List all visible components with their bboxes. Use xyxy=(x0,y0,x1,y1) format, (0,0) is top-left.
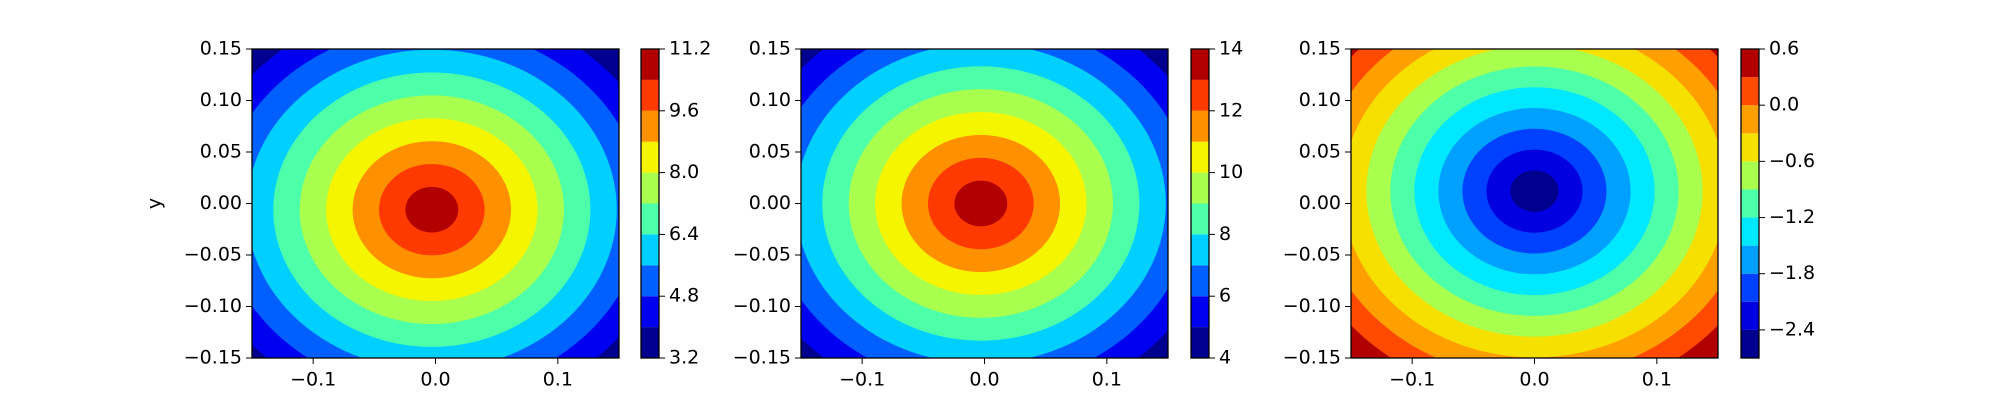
y-tick-label: 0.05 xyxy=(1299,141,1341,163)
x-tick-label: 0.1 xyxy=(543,369,573,391)
colorbar-tick-label: 6.4 xyxy=(669,223,699,245)
y-tick-label: 0.15 xyxy=(1299,38,1341,60)
colorbar-band xyxy=(1741,161,1759,190)
x-tick-label: −0.1 xyxy=(1389,369,1435,391)
colorbar-band xyxy=(1191,110,1209,142)
y-axis-label: y xyxy=(144,198,166,209)
colorbar-band xyxy=(641,110,659,142)
contour-area xyxy=(252,49,619,358)
colorbar-tick-label: 11.2 xyxy=(669,38,711,60)
colorbar-tick-label: −1.8 xyxy=(1769,262,1815,284)
colorbar-band xyxy=(1191,327,1209,358)
colorbar-band xyxy=(1741,301,1759,330)
y-tick-label: 0.05 xyxy=(749,141,791,163)
x-tick-label: 0.0 xyxy=(420,369,450,391)
colorbar-tick-label: −2.4 xyxy=(1769,318,1815,340)
colorbar-band xyxy=(641,49,659,80)
y-tick-label: 0.00 xyxy=(200,192,242,214)
y-tick-label: 0.15 xyxy=(749,38,791,60)
colorbar-tick-label: 14 xyxy=(1219,38,1243,60)
colorbar-band xyxy=(1741,105,1759,134)
colorbar-band xyxy=(1741,133,1759,162)
y-tick-label: 0.10 xyxy=(749,89,791,111)
colorbar-band xyxy=(1741,77,1759,106)
colorbar-tick-label: −0.6 xyxy=(1769,150,1815,172)
y-tick-label: −0.15 xyxy=(1283,347,1341,369)
colorbar-band xyxy=(1191,79,1209,111)
colorbar-frame xyxy=(640,48,660,359)
colorbar-band xyxy=(1741,217,1759,246)
x-tick-label: −0.1 xyxy=(839,369,885,391)
colorbar-tick-label: 4 xyxy=(1219,347,1231,369)
contour-area xyxy=(1351,49,1718,358)
x-tick-label: −0.1 xyxy=(290,369,336,391)
contour-band xyxy=(405,186,459,233)
colorbar-tick-label: 6 xyxy=(1219,285,1231,307)
colorbar-tick-label: 8 xyxy=(1219,223,1231,245)
y-tick-label: −0.15 xyxy=(184,347,242,369)
colorbar-tick-label: 0.0 xyxy=(1769,94,1799,116)
x-tick-label: 0.1 xyxy=(1092,369,1122,391)
colorbar-band xyxy=(641,172,659,204)
y-tick-label: −0.10 xyxy=(1283,295,1341,317)
y-tick-label: 0.15 xyxy=(200,38,242,60)
y-tick-label: 0.10 xyxy=(1299,89,1341,111)
colorbar-tick-label: 0.6 xyxy=(1769,38,1799,60)
colorbar-frame xyxy=(1740,48,1760,359)
colorbar-band xyxy=(641,203,659,235)
y-tick-label: −0.15 xyxy=(733,347,791,369)
colorbar-tick-label: 10 xyxy=(1219,161,1243,183)
colorbar-tick-label: 12 xyxy=(1219,99,1243,121)
y-tick-label: 0.10 xyxy=(200,89,242,111)
colorbar-tick-label: −1.2 xyxy=(1769,206,1815,228)
colorbar-band xyxy=(1191,296,1209,328)
colorbar-band xyxy=(1191,141,1209,173)
colorbar-band xyxy=(641,234,659,266)
panel: −0.1 0.0 0.1 −0.15 −0.10 −0.05 0.00 0.05 0.10 0.1… xyxy=(1283,38,1815,391)
panel: −0.1 0.0 0.1 −0.15 −0.10 −0.05 0.00 0.05 0.10 0.1… xyxy=(733,38,1243,391)
colorbar-frame xyxy=(1190,48,1210,359)
colorbar-band xyxy=(1191,234,1209,266)
colorbar-band xyxy=(1191,172,1209,204)
colorbar-tick-label: 4.8 xyxy=(669,285,699,307)
y-tick-label: 0.05 xyxy=(200,141,242,163)
x-tick-label: 0.1 xyxy=(1642,369,1672,391)
x-tick-label: 0.0 xyxy=(969,369,999,391)
contour-band xyxy=(1510,170,1559,212)
colorbar-tick-label: 9.6 xyxy=(669,99,699,121)
colorbar-band xyxy=(1741,245,1759,274)
x-tick-label: 0.0 xyxy=(1519,369,1549,391)
colorbar-band xyxy=(1741,189,1759,218)
contour-band xyxy=(954,180,1008,227)
colorbar-tick-label: 3.2 xyxy=(669,347,699,369)
y-tick-label: −0.10 xyxy=(733,295,791,317)
y-tick-label: 0.00 xyxy=(749,192,791,214)
colorbar-band xyxy=(1191,49,1209,80)
colorbar-band xyxy=(1741,49,1759,78)
contour-area xyxy=(801,49,1168,358)
colorbar-tick-label: 8.0 xyxy=(669,161,699,183)
colorbar-band xyxy=(641,79,659,111)
colorbar-band xyxy=(641,265,659,297)
colorbar-band xyxy=(641,296,659,328)
y-tick-label: 0.00 xyxy=(1299,192,1341,214)
y-tick-label: −0.05 xyxy=(184,244,242,266)
panel: −0.1 0.0 0.1 −0.15 −0.10 −0.05 0.00 0.05 0.10 0.1… xyxy=(144,38,712,391)
y-tick-label: −0.05 xyxy=(1283,244,1341,266)
colorbar-band xyxy=(641,141,659,173)
colorbar-band xyxy=(1741,329,1759,358)
colorbar-band xyxy=(1741,273,1759,302)
y-tick-label: −0.10 xyxy=(184,295,242,317)
y-tick-label: −0.05 xyxy=(733,244,791,266)
colorbar-band xyxy=(1191,265,1209,297)
colorbar-band xyxy=(641,327,659,358)
colorbar-band xyxy=(1191,203,1209,235)
